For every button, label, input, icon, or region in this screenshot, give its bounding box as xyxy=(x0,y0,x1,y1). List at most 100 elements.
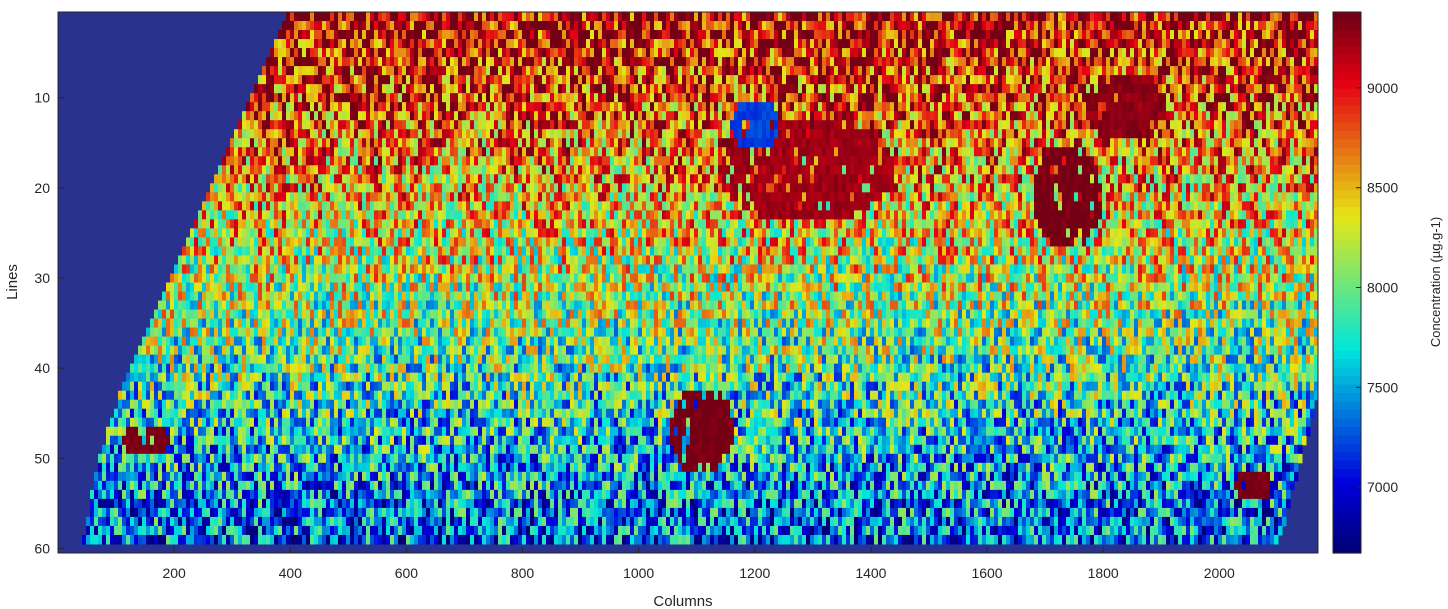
heatmap-cell xyxy=(718,165,723,175)
heatmap-cell xyxy=(766,174,771,184)
heatmap-cell xyxy=(958,156,963,166)
heatmap-cell xyxy=(494,120,499,130)
heatmap-cell xyxy=(1090,75,1095,85)
heatmap-cell xyxy=(762,147,767,157)
heatmap-cell xyxy=(882,120,887,130)
heatmap-cell xyxy=(746,147,751,157)
heatmap-cell xyxy=(1114,102,1119,112)
heatmap-cell xyxy=(1194,120,1199,130)
heatmap-cell xyxy=(418,39,423,49)
heatmap-cell xyxy=(594,156,599,166)
heatmap-cell xyxy=(378,21,383,31)
heatmap-cell xyxy=(542,138,547,148)
heatmap-cell xyxy=(962,57,967,67)
heatmap-cell xyxy=(710,57,715,67)
heatmap-cell xyxy=(650,102,655,112)
heatmap-cell xyxy=(1314,93,1319,103)
heatmap-cell xyxy=(454,12,459,22)
heatmap-cell xyxy=(882,93,887,103)
heatmap-cell xyxy=(774,21,779,31)
heatmap-cell xyxy=(246,174,251,184)
heatmap-cell xyxy=(286,39,291,49)
heatmap-cell xyxy=(250,138,255,148)
heatmap-cell xyxy=(1250,138,1255,148)
heatmap-cell xyxy=(542,102,547,112)
heatmap-cell xyxy=(1010,75,1015,85)
heatmap-cell xyxy=(1102,48,1107,58)
heatmap-cell xyxy=(570,120,575,130)
heatmap-cell xyxy=(662,120,667,130)
heatmap-cell xyxy=(342,66,347,76)
heatmap-cell xyxy=(378,102,383,112)
heatmap-cell xyxy=(730,39,735,49)
heatmap-cell xyxy=(1146,21,1151,31)
heatmap-cell xyxy=(462,84,467,94)
heatmap-cell xyxy=(446,165,451,175)
heatmap-cell xyxy=(698,75,703,85)
heatmap-cell xyxy=(326,102,331,112)
heatmap-cell xyxy=(234,129,239,139)
heatmap-cell xyxy=(726,84,731,94)
heatmap-cell xyxy=(282,156,287,166)
heatmap-cell xyxy=(774,102,779,112)
heatmap-cell xyxy=(846,174,851,184)
heatmap-cell xyxy=(1246,66,1251,76)
heatmap-cell xyxy=(558,75,563,85)
heatmap-cell xyxy=(1174,165,1179,175)
heatmap-cell xyxy=(290,48,295,58)
heatmap-cell xyxy=(318,57,323,67)
heatmap-cell xyxy=(1038,156,1043,166)
heatmap-cell xyxy=(954,138,959,148)
heatmap-cell xyxy=(1194,66,1199,76)
heatmap-cell xyxy=(446,93,451,103)
heatmap-cell xyxy=(506,147,511,157)
heatmap-cell xyxy=(390,21,395,31)
heatmap-cell xyxy=(906,129,911,139)
heatmap-cell xyxy=(542,57,547,67)
heatmap-cell xyxy=(1230,102,1235,112)
heatmap-cell xyxy=(674,48,679,58)
heatmap-cell xyxy=(1298,48,1303,58)
heatmap-cell xyxy=(934,174,939,184)
heatmap-cell xyxy=(470,93,475,103)
heatmap-cell xyxy=(802,75,807,85)
heatmap-cell xyxy=(630,102,635,112)
heatmap-cell xyxy=(282,120,287,130)
heatmap-cell xyxy=(610,102,615,112)
heatmap-cell xyxy=(978,138,983,148)
heatmap-cell xyxy=(702,84,707,94)
heatmap-cell xyxy=(738,102,743,112)
heatmap-cell xyxy=(1142,30,1147,40)
heatmap-cell xyxy=(610,75,615,85)
heatmap-cell xyxy=(1278,102,1283,112)
heatmap-cell xyxy=(786,156,791,166)
heatmap-cell xyxy=(906,120,911,130)
heatmap-cell xyxy=(1070,120,1075,130)
heatmap-cell xyxy=(1026,156,1031,166)
heatmap-cell xyxy=(674,111,679,121)
heatmap-cell xyxy=(1042,30,1047,40)
heatmap-cell xyxy=(238,156,243,166)
heatmap-cell xyxy=(478,21,483,31)
heatmap-cell xyxy=(1290,147,1295,157)
heatmap-cell xyxy=(490,138,495,148)
heatmap-cell xyxy=(942,156,947,166)
heatmap-cell xyxy=(994,48,999,58)
heatmap-cell xyxy=(1222,102,1227,112)
heatmap-cell xyxy=(390,84,395,94)
heatmap-cell xyxy=(966,30,971,40)
heatmap-cell xyxy=(1098,102,1103,112)
heatmap-cell xyxy=(1066,75,1071,85)
heatmap-cell xyxy=(414,138,419,148)
heatmap-cell xyxy=(970,111,975,121)
heatmap-cell xyxy=(1130,102,1135,112)
heatmap-cell xyxy=(854,174,859,184)
heatmap-cell xyxy=(974,75,979,85)
heatmap-cell xyxy=(746,138,751,148)
heatmap-cell xyxy=(406,174,411,184)
heatmap-cell xyxy=(566,75,571,85)
heatmap-cell xyxy=(678,147,683,157)
heatmap-cell xyxy=(1246,12,1251,22)
heatmap-cell xyxy=(1106,102,1111,112)
heatmap-cell xyxy=(1278,156,1283,166)
